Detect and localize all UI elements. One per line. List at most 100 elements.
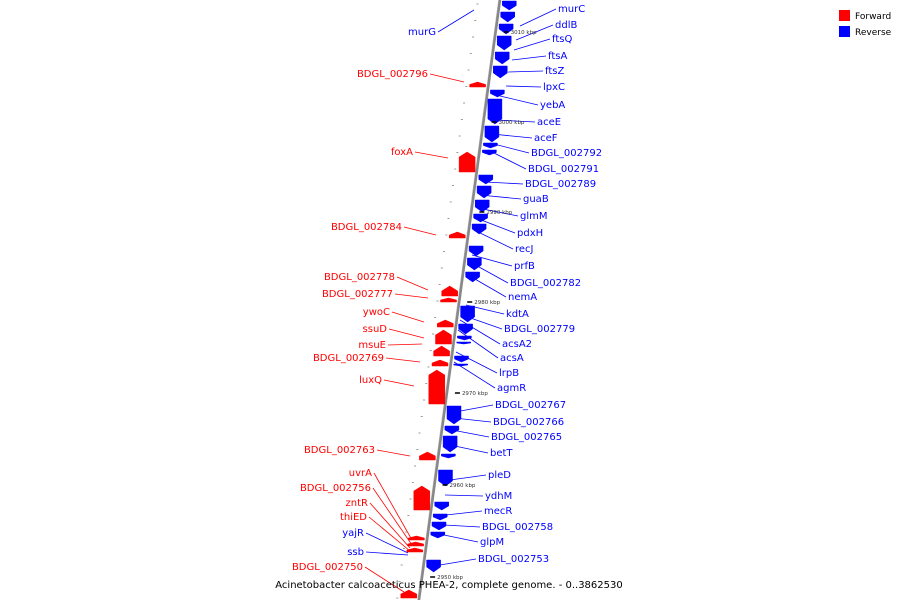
gene-feature-bdgl-002750[interactable] (400, 589, 418, 599)
gene-label-bdgl-002767[interactable]: BDGL_002767 (495, 400, 566, 411)
gene-label-thied[interactable]: thiED (340, 512, 367, 523)
gene-feature-glpm[interactable] (430, 531, 446, 539)
gene-feature-bdgl-002753[interactable] (426, 559, 441, 573)
gene-feature-zntr[interactable] (407, 541, 424, 547)
gene-label-mecr[interactable]: mecR (484, 506, 512, 517)
gene-label-guab[interactable]: guaB (523, 194, 549, 205)
gene-feature-bdgl-002756[interactable] (408, 535, 425, 541)
gene-feature-bdgl-002796[interactable] (469, 81, 486, 88)
gene-label-bdgl-002789[interactable]: BDGL_002789 (525, 179, 596, 190)
gene-feature-bdgl-002763[interactable] (419, 451, 436, 461)
gene-label-acee[interactable]: aceE (537, 117, 561, 128)
gene-label-agmr[interactable]: agmR (497, 383, 526, 394)
gene-label-kdta[interactable]: kdtA (506, 309, 529, 320)
gene-label-bdgl-002765[interactable]: BDGL_002765 (491, 432, 562, 443)
gene-label-bdgl-002763[interactable]: BDGL_002763 (304, 445, 375, 456)
gene-feature-mecr[interactable] (432, 513, 448, 521)
gene-label-lrpb[interactable]: lrpB (499, 368, 519, 379)
gene-feature-bdgl-002767[interactable] (446, 405, 462, 425)
gene-feature-glmm[interactable] (474, 199, 490, 213)
gene-feature-ftsz[interactable] (494, 51, 510, 65)
gene-label-murc[interactable]: murC (558, 4, 585, 15)
gene-label-ssud[interactable]: ssuD (363, 324, 388, 335)
gene-feature-foxa[interactable] (458, 151, 476, 173)
gene-label-bdgl-002782[interactable]: BDGL_002782 (510, 278, 581, 289)
gene-label-bdgl-002753[interactable]: BDGL_002753 (478, 554, 549, 565)
gene-feature-nema[interactable] (465, 271, 480, 283)
gene-label-acsa[interactable]: acsA (500, 353, 524, 364)
gene-label-bdgl-002792[interactable]: BDGL_002792 (531, 148, 602, 159)
gene-feature-lpxc[interactable] (493, 65, 508, 79)
gene-feature-bdgl-002789[interactable] (478, 174, 494, 185)
gene-feature-agmr[interactable] (453, 363, 468, 367)
gene-feature-ftsq[interactable] (498, 23, 514, 35)
gene-feature-acef[interactable] (484, 125, 500, 143)
gene-feature-bdgl-002765[interactable] (442, 435, 458, 453)
gene-label-uvra[interactable]: uvrA (349, 468, 372, 479)
gene-label-ssb[interactable]: ssb (347, 547, 364, 558)
gene-label-bdgl-002758[interactable]: BDGL_002758 (482, 522, 553, 533)
gene-label-luxq[interactable]: luxQ (359, 375, 382, 386)
gene-feature-bdgl-002779[interactable] (458, 323, 473, 335)
gene-label-ftsa[interactable]: ftsA (548, 51, 567, 62)
gene-label-murg[interactable]: murG (408, 27, 436, 38)
gene-label-foxa[interactable]: foxA (391, 147, 413, 158)
gene-feature-pdxh[interactable] (473, 213, 488, 223)
gene-feature-ydhm[interactable] (434, 501, 449, 511)
gene-label-ftsz[interactable]: ftsZ (545, 66, 564, 77)
gene-feature-bdgl-002766[interactable] (444, 425, 460, 435)
gene-feature-bdgl-002777[interactable] (440, 297, 457, 303)
gene-label-yeba[interactable]: yebA (540, 100, 565, 111)
gene-label-bdgl-002784[interactable]: BDGL_002784 (331, 222, 402, 233)
gene-feature-bdgl-002778[interactable] (441, 285, 458, 297)
gene-feature-ddlb[interactable] (500, 11, 515, 23)
gene-label-bdgl-002769[interactable]: BDGL_002769 (313, 353, 384, 364)
gene-label-lpxc[interactable]: lpxC (543, 82, 565, 93)
gene-label-glmm[interactable]: glmM (520, 211, 548, 222)
gene-feature-bett[interactable] (441, 453, 456, 459)
gene-feature-ywoc[interactable] (437, 319, 454, 328)
gene-feature-acsa[interactable] (456, 341, 471, 345)
gene-feature-lrpb[interactable] (454, 355, 469, 363)
gene-feature-bdgl-002784[interactable] (449, 231, 466, 239)
gene-feature-pled[interactable] (438, 469, 453, 487)
gene-label-ywoc[interactable]: ywoC (363, 307, 390, 318)
gene-feature-ftsa[interactable] (496, 35, 512, 51)
gene-label-yajr[interactable]: yajR (342, 528, 364, 539)
gene-label-bdgl-002778[interactable]: BDGL_002778 (324, 272, 395, 283)
gene-feature-ssud[interactable] (435, 329, 452, 345)
gene-label-bdgl-002796[interactable]: BDGL_002796 (357, 69, 428, 80)
gene-feature-msue[interactable] (433, 345, 450, 357)
gene-label-acsa2[interactable]: acsA2 (502, 339, 532, 350)
gene-label-ddlb[interactable]: ddlB (555, 20, 577, 31)
gene-feature-bdgl-002758[interactable] (431, 521, 447, 531)
gene-feature-luxq[interactable] (428, 369, 446, 405)
gene-label-acef[interactable]: aceF (534, 133, 558, 144)
gene-label-bdgl-002750[interactable]: BDGL_002750 (292, 562, 363, 573)
gene-label-bdgl-002779[interactable]: BDGL_002779 (504, 324, 575, 335)
gene-label-pled[interactable]: pleD (488, 470, 511, 481)
gene-feature-acsa2[interactable] (457, 335, 472, 341)
gene-label-bdgl-002766[interactable]: BDGL_002766 (493, 417, 564, 428)
gene-label-nema[interactable]: nemA (508, 292, 537, 303)
gene-label-prfb[interactable]: prfB (514, 261, 535, 272)
gene-label-bdgl-002756[interactable]: BDGL_002756 (300, 483, 371, 494)
gene-feature-murc[interactable] (502, 0, 517, 11)
gene-feature-bdgl-002791[interactable] (482, 149, 497, 156)
gene-label-recj[interactable]: recJ (515, 244, 534, 255)
gene-feature-bdgl-002792[interactable] (483, 142, 498, 149)
gene-label-msue[interactable]: msuE (358, 340, 386, 351)
gene-feature-uvra[interactable] (413, 485, 431, 511)
gene-label-bett[interactable]: betT (490, 448, 513, 459)
gene-label-ydhm[interactable]: ydhM (485, 491, 512, 502)
gene-label-bdgl-002791[interactable]: BDGL_002791 (528, 164, 599, 175)
gene-feature-acee[interactable] (487, 98, 503, 125)
gene-label-ftsq[interactable]: ftsQ (552, 34, 572, 45)
gene-feature-guab[interactable] (476, 185, 492, 199)
gene-feature-prfb[interactable] (468, 245, 484, 257)
gene-label-glpm[interactable]: glpM (480, 537, 504, 548)
gene-feature-kdta[interactable] (460, 305, 475, 323)
gene-feature-bdgl-002769[interactable] (431, 359, 449, 367)
gene-feature-yeba[interactable] (490, 89, 505, 98)
gene-feature-thied[interactable] (406, 547, 424, 553)
